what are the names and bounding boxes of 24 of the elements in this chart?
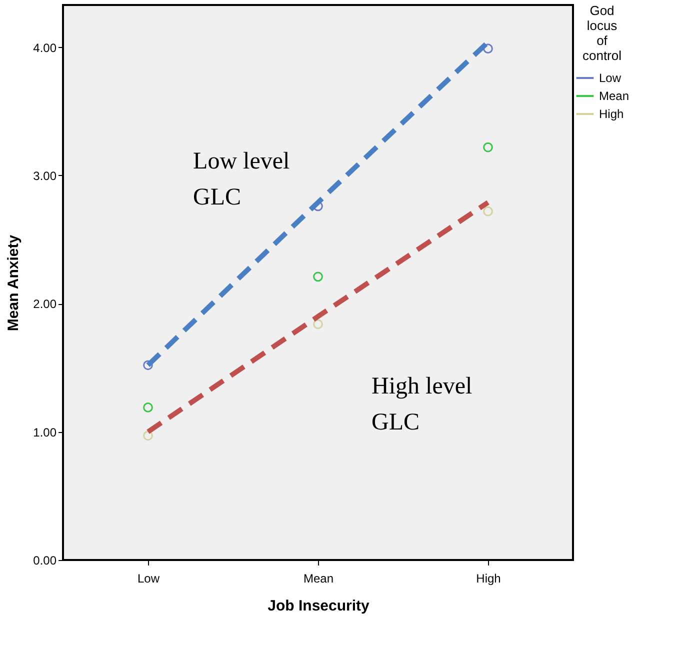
x-tick-label: Mean <box>303 572 334 586</box>
x-tick-label: Low <box>137 572 160 586</box>
legend-label: High <box>599 107 624 121</box>
annotation: High level GLC <box>372 374 473 436</box>
x-tick-label: High <box>476 572 501 586</box>
point <box>483 206 493 216</box>
annotation: Low level GLC <box>193 148 290 210</box>
point <box>143 402 153 412</box>
point <box>313 319 323 330</box>
point <box>483 142 493 152</box>
point <box>313 272 323 282</box>
x-axis-title: Job Insecurity <box>268 598 370 614</box>
point <box>143 430 153 441</box>
y-tick-label: 0.00 <box>33 554 57 568</box>
point <box>143 360 153 370</box>
legend-label: Mean <box>599 89 630 103</box>
point <box>483 44 493 54</box>
legend-label: Low <box>599 71 622 85</box>
y-tick-label: 1.00 <box>33 425 57 440</box>
y-axis-title: Mean Anxiety <box>5 234 22 332</box>
y-tick-label: 4.00 <box>33 40 57 55</box>
y-tick-label: 3.00 <box>33 168 57 183</box>
legend-title: God locus of control <box>582 3 622 63</box>
y-tick-label: 2.00 <box>33 297 57 312</box>
